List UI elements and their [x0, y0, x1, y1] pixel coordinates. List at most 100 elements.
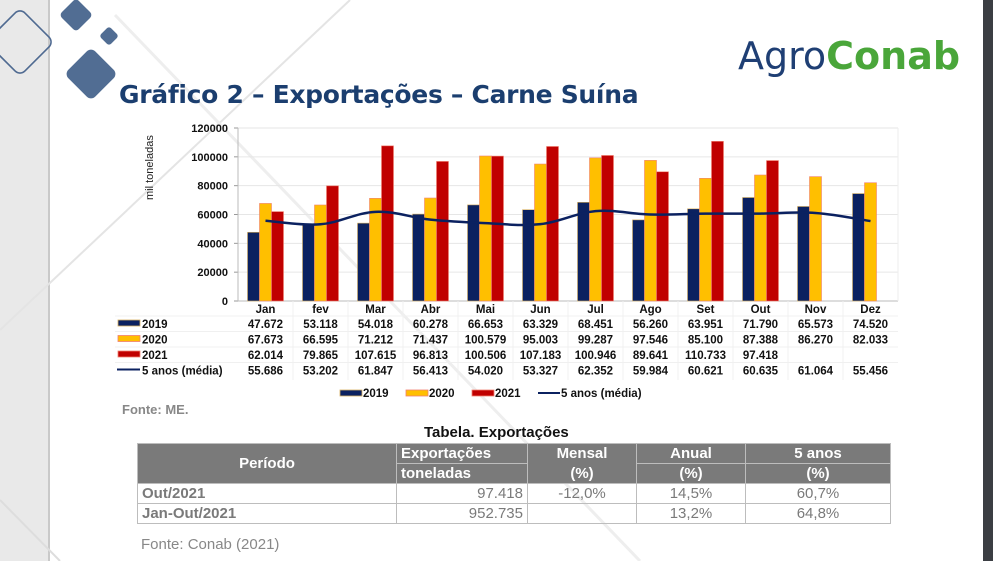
- x-tick-label: Mai: [476, 304, 495, 316]
- bar-2021-Set: [711, 141, 724, 302]
- cell-toneladas: 97.418: [396, 483, 528, 504]
- data-label: 71.790: [743, 319, 778, 331]
- data-label: 53.327: [523, 366, 558, 378]
- bar-2020-Dez: [864, 182, 877, 302]
- data-label: 61.847: [358, 366, 393, 378]
- data-label: 55.686: [248, 366, 283, 378]
- x-tick-label: Jun: [530, 304, 550, 316]
- y-tick-label: 80000: [197, 181, 228, 193]
- summary-table: Período Exportações Mensal Anual 5 anos …: [137, 443, 891, 524]
- data-label: 62.352: [578, 366, 613, 378]
- cell-5anos: 60,7%: [745, 483, 891, 504]
- data-label: 54.020: [468, 366, 503, 378]
- data-label: 107.183: [520, 350, 562, 362]
- chart-source: Fonte: ME.: [122, 402, 189, 417]
- x-tick-label: fev: [312, 304, 329, 316]
- logo-conab: Conab: [826, 34, 961, 78]
- bar-2019-Jan: [247, 231, 260, 302]
- header-anual: Anual: [636, 443, 746, 464]
- data-label: 55.456: [853, 366, 888, 378]
- line-5-anos-media: [265, 209, 871, 227]
- bar-2020-Out: [754, 174, 767, 302]
- data-label: 68.451: [578, 319, 614, 331]
- data-label: 85.100: [688, 335, 723, 347]
- data-label: 60.621: [688, 366, 724, 378]
- data-label: 66.595: [303, 335, 339, 347]
- data-label: 71.212: [358, 335, 393, 347]
- header-anual-pct: (%): [636, 463, 746, 484]
- data-label: 60.278: [413, 319, 449, 331]
- cell-anual: 14,5%: [636, 483, 746, 504]
- data-label: 100.579: [465, 335, 507, 347]
- header-toneladas: toneladas: [396, 463, 528, 484]
- data-label: 89.641: [633, 350, 669, 362]
- x-tick-label: Ago: [639, 304, 661, 316]
- data-label: 95.003: [523, 335, 558, 347]
- legend-label: 2019: [363, 388, 389, 400]
- bar-2021-Mar: [381, 145, 394, 302]
- y-tick-label: 0: [222, 296, 228, 308]
- bar-2020-Nov: [809, 176, 822, 302]
- bar-2019-Dez: [852, 193, 865, 302]
- bar-2019-Ago: [632, 219, 645, 302]
- data-label: 99.287: [578, 335, 613, 347]
- header-mensal: Mensal: [527, 443, 637, 464]
- y-tick-label: 100000: [191, 152, 228, 164]
- table-row: Out/2021 97.418 -12,0% 14,5% 60,7%: [137, 483, 891, 504]
- data-label: 56.260: [633, 319, 668, 331]
- table-row-label: 2019: [142, 319, 168, 331]
- bar-2019-Set: [687, 208, 700, 302]
- table-header-row: Período Exportações Mensal Anual 5 anos: [137, 443, 891, 484]
- data-label: 100.506: [465, 350, 507, 362]
- bar-2020-Abr: [424, 197, 437, 302]
- data-label: 63.951: [688, 319, 724, 331]
- legend-key-2020: [405, 389, 429, 397]
- data-label: 86.270: [798, 335, 833, 347]
- cell-anual: 13,2%: [636, 503, 746, 524]
- x-tick-label: Jan: [256, 304, 276, 316]
- bar-2021-fev: [326, 185, 339, 302]
- legend-label: 2021: [495, 388, 521, 400]
- bar-2021-Jan: [271, 211, 284, 302]
- window-edge: [983, 0, 993, 561]
- x-tick-label: Jul: [587, 304, 604, 316]
- table-subheader-row: toneladas (%) (%) (%): [138, 463, 891, 484]
- bar-2020-Ago: [644, 160, 657, 302]
- cell-toneladas: 952.735: [396, 503, 528, 524]
- bar-2020-Set: [699, 178, 712, 302]
- bar-2021-Mai: [491, 155, 504, 302]
- data-label: 62.014: [248, 350, 284, 362]
- data-label: 97.418: [743, 350, 779, 362]
- legend-key-2021: [471, 389, 495, 397]
- y-tick-label: 40000: [197, 238, 228, 250]
- x-tick-label: Abr: [421, 304, 441, 316]
- data-label: 107.615: [355, 350, 397, 362]
- page-title: Gráfico 2 – Exportações – Carne Suína: [119, 80, 639, 109]
- legend-key-2021: [117, 350, 141, 358]
- data-label: 79.865: [303, 350, 339, 362]
- header-exportacoes: Exportações: [396, 443, 528, 464]
- legend-label: 2020: [429, 388, 455, 400]
- logo-agro: Agro: [738, 34, 827, 78]
- data-label: 61.064: [798, 366, 834, 378]
- bar-2019-Mai: [467, 204, 480, 302]
- table-row-label: 5 anos (média): [142, 366, 223, 378]
- legend-key-2020: [117, 335, 141, 342]
- bar-2020-Jul: [589, 157, 602, 302]
- data-label: 65.573: [798, 319, 833, 331]
- header-5anos: 5 anos: [745, 443, 891, 464]
- data-label: 56.413: [413, 366, 448, 378]
- x-tick-label: Out: [751, 304, 771, 316]
- y-axis-label: mil toneladas: [144, 135, 156, 200]
- data-label: 60.635: [743, 366, 779, 378]
- table-row-label: 2021: [142, 350, 168, 362]
- x-tick-label: Set: [697, 304, 715, 316]
- header-periodo: Período: [137, 443, 397, 484]
- data-label: 63.329: [523, 319, 558, 331]
- bar-2019-Abr: [412, 213, 425, 302]
- agroconab-logo: AgroConab: [738, 34, 960, 78]
- cell-mensal: -12,0%: [527, 483, 637, 504]
- data-label: 67.673: [248, 335, 283, 347]
- bar-2020-Jun: [534, 163, 547, 302]
- legend-key-2019: [339, 389, 363, 397]
